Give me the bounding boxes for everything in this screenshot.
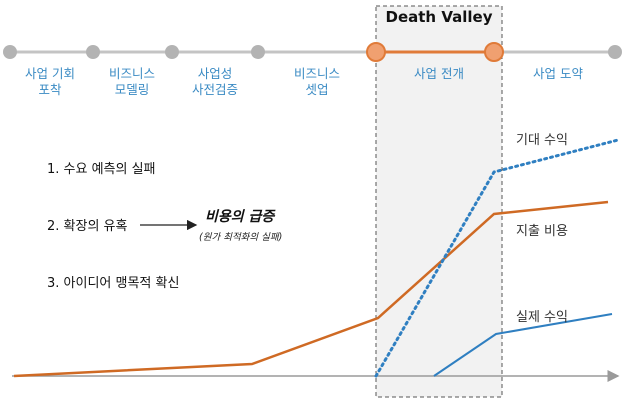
note-idea-conviction: 3. 아이디어 맹목적 확신 [47,276,180,291]
expense-line [13,200,609,378]
callout-cost-surge: 비용의 급증 [205,209,275,225]
stage-label-leap: 사업 도약 [533,66,583,81]
label-actual-revenue: 실제 수익 [516,310,568,325]
stage-node [251,45,265,59]
death-valley-title: Death Valley [385,8,493,26]
stage-label-setup: 비즈니스 셋업 [293,66,340,97]
stage-node-highlight [484,42,504,62]
stage-node [86,45,100,59]
actual-revenue-line [433,313,613,377]
stage-label-validation: 사업성 사전검증 [191,66,238,97]
label-expense: 지출 비용 [516,224,568,239]
stage-label-expansion: 사업 전개 [414,66,464,81]
stage-node [3,45,17,59]
callout-cost-surge-sub: (원가 최적화의 실패) [199,232,283,243]
stage-label-modeling: 비즈니스 모델링 [108,66,155,97]
stage-node-highlight [366,42,386,62]
expected-revenue-line [374,138,620,378]
stage-node [165,45,179,59]
label-expected-revenue: 기대 수익 [516,133,568,148]
note-demand-forecast: 1. 수요 예측의 실패 [47,162,156,177]
death-valley-region [375,5,503,398]
stage-node [608,45,622,59]
note-expansion-temptation: 2. 확장의 유혹 [47,219,128,234]
stage-label-opportunity: 사업 기회 포착 [25,66,75,97]
